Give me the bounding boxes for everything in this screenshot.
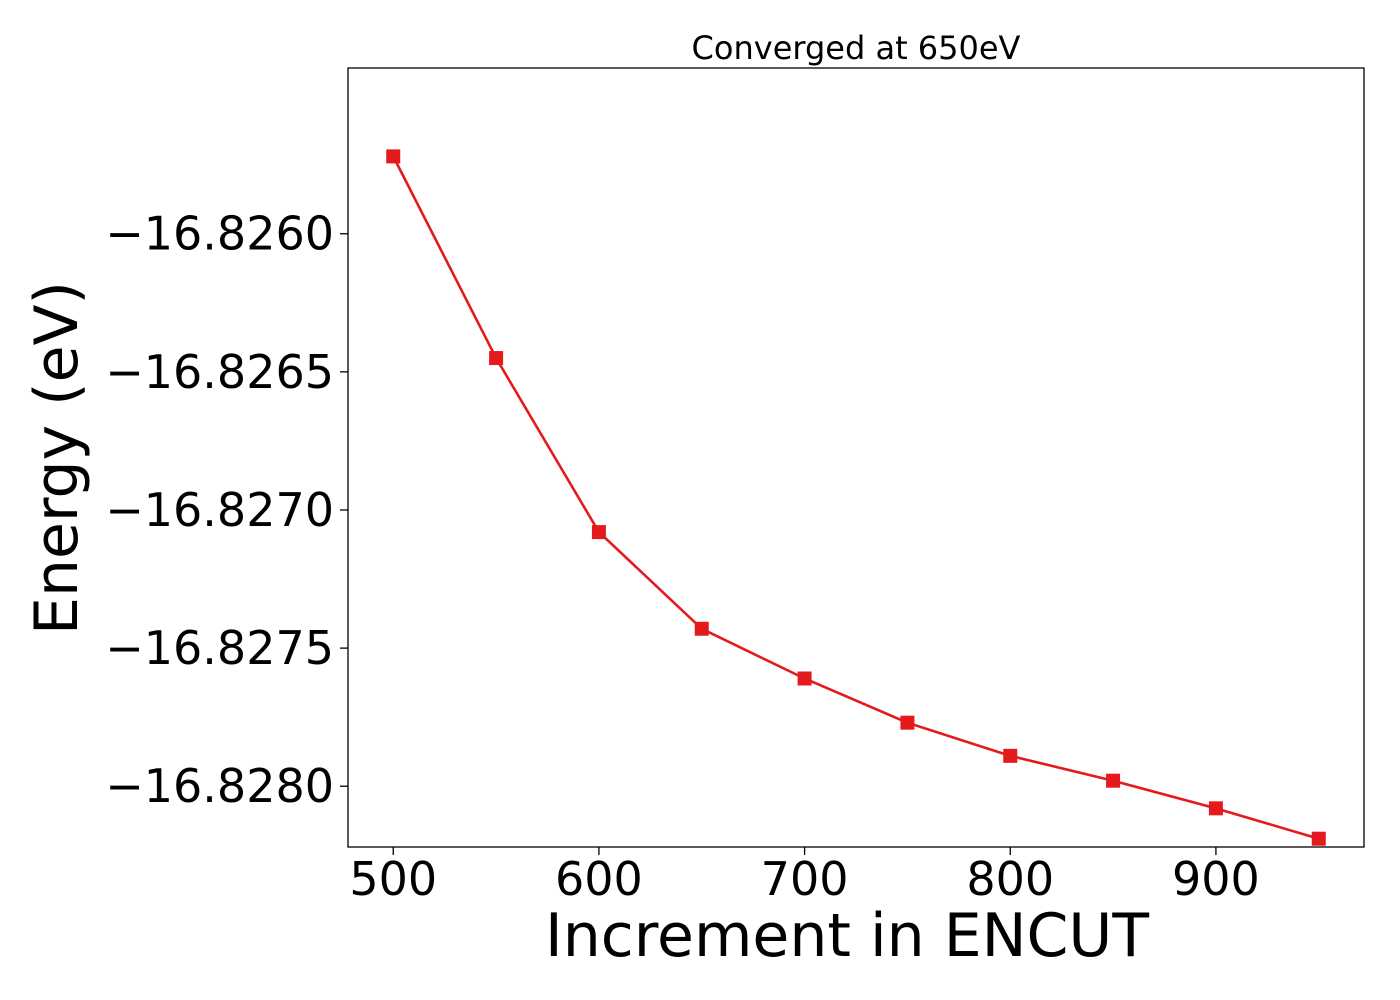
data-point [1003, 748, 1018, 763]
y-axis: −16.8260 −16.8265 −16.8270 −16.8275 −16.8280 [105, 207, 348, 813]
y-axis-title: Energy (eV) [22, 281, 92, 635]
data-point [489, 351, 504, 366]
x-tick-label: 500 [349, 852, 437, 906]
y-tick-label: −16.8270 [105, 483, 334, 537]
data-point [900, 715, 915, 730]
data-point [797, 671, 812, 686]
x-axis: 500 600 700 800 900 [349, 847, 1260, 906]
data-point [1208, 801, 1223, 816]
y-tick-label: −16.8265 [105, 345, 334, 399]
data-point [386, 149, 401, 164]
y-tick-label: −16.8280 [105, 759, 334, 813]
x-tick-label: 800 [966, 852, 1054, 906]
plot-frame [347, 67, 1365, 848]
x-tick-label: 600 [555, 852, 643, 906]
x-axis-title: Increment in ENCUT [545, 901, 1149, 971]
data-point [591, 525, 606, 540]
chart-title: Converged at 650eV [692, 29, 1021, 67]
series-layer [386, 149, 1326, 846]
y-tick-label: −16.8260 [105, 207, 334, 261]
data-point [1311, 831, 1326, 846]
series-line [392, 155, 1320, 840]
y-tick-label: −16.8275 [105, 621, 334, 675]
data-point [1106, 773, 1121, 788]
data-point [694, 621, 709, 636]
x-tick-label: 700 [761, 852, 849, 906]
x-tick-label: 900 [1172, 852, 1260, 906]
